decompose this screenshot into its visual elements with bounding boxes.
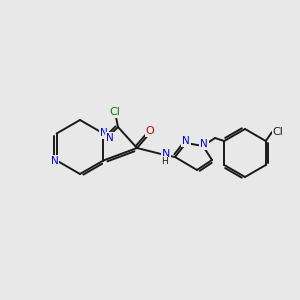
Text: N: N [200, 139, 208, 149]
Text: N: N [106, 133, 114, 143]
Text: N: N [100, 128, 107, 139]
Text: N: N [182, 136, 190, 146]
Text: O: O [146, 126, 154, 136]
Text: H: H [160, 157, 167, 166]
Text: N: N [162, 149, 170, 159]
Text: N: N [51, 155, 58, 166]
Text: Cl: Cl [273, 127, 283, 137]
Text: Cl: Cl [110, 107, 120, 117]
